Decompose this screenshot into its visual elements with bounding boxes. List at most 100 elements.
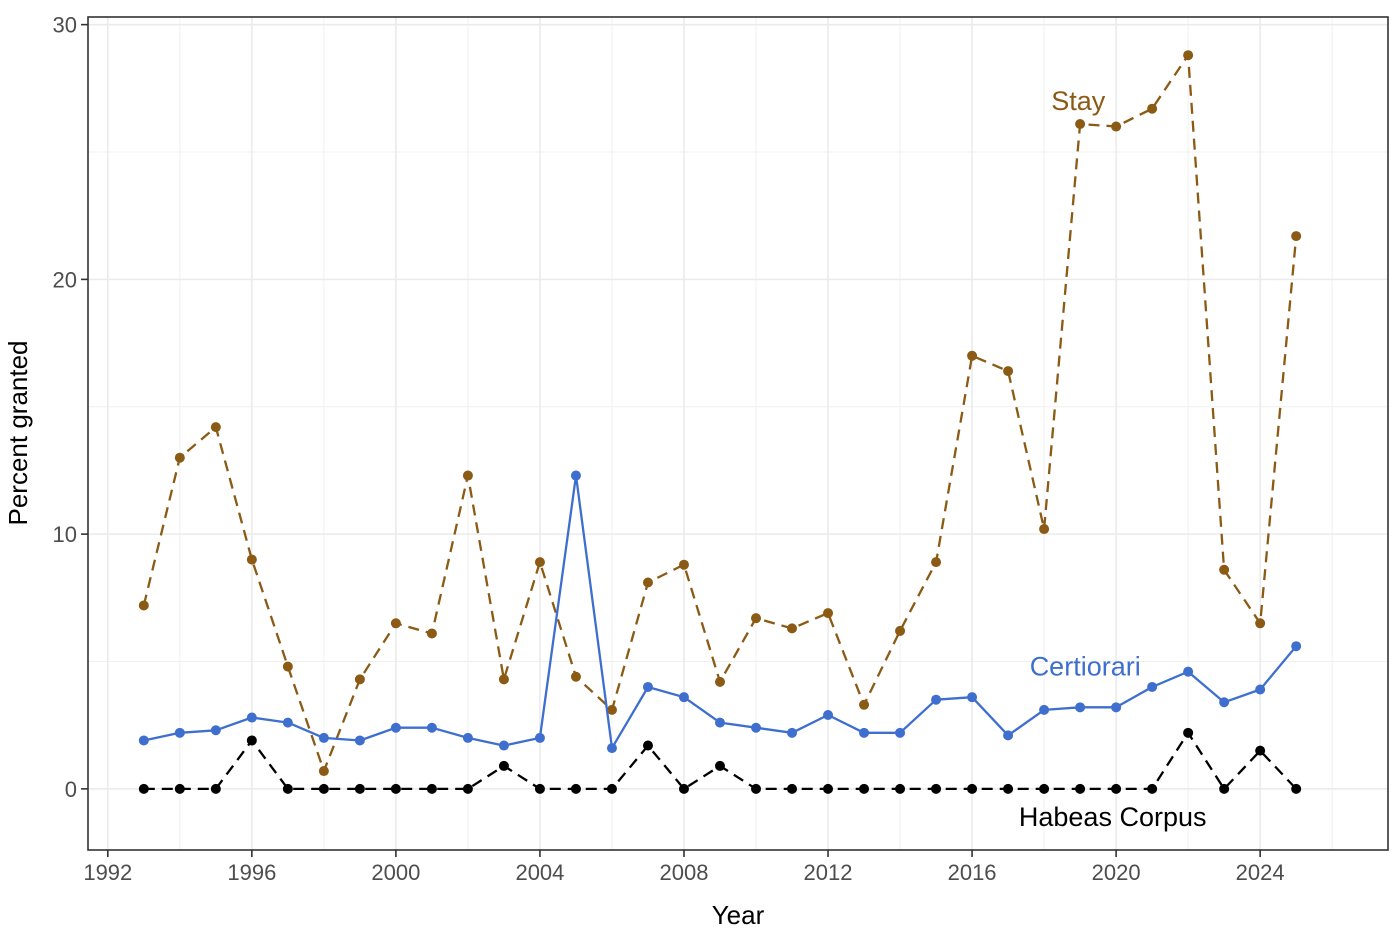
data-point-habeas-corpus	[462, 783, 473, 794]
data-point-habeas-corpus	[318, 783, 329, 794]
data-point-certiorari	[1111, 702, 1122, 713]
series-stay	[138, 50, 1302, 777]
data-point-habeas-corpus	[1075, 783, 1086, 794]
data-point-habeas-corpus	[210, 783, 221, 794]
data-point-stay	[642, 577, 653, 588]
grid-lines	[88, 17, 1388, 850]
data-point-habeas-corpus	[606, 783, 617, 794]
data-point-certiorari	[570, 470, 581, 481]
x-tick-label: 2000	[371, 860, 420, 885]
data-point-certiorari	[138, 735, 149, 746]
series-label-stay: Stay	[1051, 86, 1106, 116]
data-point-habeas-corpus	[1003, 783, 1014, 794]
x-tick-label: 1992	[83, 860, 132, 885]
y-tick-label: 0	[65, 777, 77, 802]
data-point-stay	[354, 674, 365, 685]
data-point-habeas-corpus	[1039, 783, 1050, 794]
data-point-habeas-corpus	[282, 783, 293, 794]
data-point-habeas-corpus	[823, 783, 834, 794]
data-point-stay	[895, 625, 906, 636]
data-point-habeas-corpus	[534, 783, 545, 794]
data-point-stay	[1219, 564, 1230, 575]
data-point-habeas-corpus	[174, 783, 185, 794]
data-point-certiorari	[1147, 681, 1158, 692]
x-tick-label: 2008	[660, 860, 709, 885]
y-tick-label: 30	[53, 13, 77, 38]
data-point-certiorari	[282, 717, 293, 728]
data-point-stay	[534, 557, 545, 568]
data-point-stay	[1183, 50, 1194, 61]
data-point-certiorari	[354, 735, 365, 746]
data-point-certiorari	[246, 712, 257, 723]
data-point-stay	[318, 766, 329, 777]
data-point-stay	[246, 554, 257, 565]
data-point-certiorari	[1003, 730, 1014, 741]
data-point-stay	[823, 608, 834, 619]
data-point-stay	[570, 671, 581, 682]
x-tick-label: 1996	[227, 860, 276, 885]
data-point-habeas-corpus	[678, 783, 689, 794]
data-point-stay	[174, 452, 185, 463]
series-label-certiorari: Certiorari	[1030, 652, 1141, 682]
x-tick-label: 2020	[1092, 860, 1141, 885]
data-point-certiorari	[210, 725, 221, 736]
data-point-certiorari	[1075, 702, 1086, 713]
data-point-certiorari	[895, 727, 906, 738]
data-point-habeas-corpus	[498, 760, 509, 771]
data-point-stay	[714, 676, 725, 687]
axes: 1992 1996 2000 2004 2008 2012 2016 2020 2024 0 10 2…	[53, 13, 1285, 885]
data-point-habeas-corpus	[1219, 783, 1230, 794]
data-point-stay	[210, 422, 221, 433]
data-point-stay	[390, 618, 401, 629]
x-tick-label: 2016	[948, 860, 997, 885]
data-point-stay	[967, 350, 978, 361]
data-point-certiorari	[390, 722, 401, 733]
series-layer	[138, 50, 1302, 794]
series-habeas-corpus	[138, 727, 1302, 794]
data-point-stay	[787, 623, 798, 634]
data-point-certiorari	[787, 727, 798, 738]
data-point-stay	[859, 699, 870, 710]
data-point-habeas-corpus	[859, 783, 870, 794]
data-point-habeas-corpus	[714, 760, 725, 771]
y-tick-label: 10	[53, 522, 77, 547]
series-label-habeas-corpus: Habeas Corpus	[1019, 802, 1207, 832]
data-point-habeas-corpus	[570, 783, 581, 794]
data-point-stay	[678, 559, 689, 570]
data-point-certiorari	[1039, 704, 1050, 715]
data-point-habeas-corpus	[787, 783, 798, 794]
data-point-stay	[462, 470, 473, 481]
data-point-stay	[931, 557, 942, 568]
data-point-habeas-corpus	[390, 783, 401, 794]
data-point-stay	[1111, 121, 1122, 132]
data-point-stay	[606, 704, 617, 715]
x-axis-title: Year	[712, 900, 765, 930]
y-tick-label: 20	[53, 267, 77, 292]
data-point-certiorari	[678, 692, 689, 703]
data-point-certiorari	[859, 727, 870, 738]
data-point-stay	[1075, 118, 1086, 129]
data-point-habeas-corpus	[1183, 727, 1194, 738]
data-point-stay	[282, 661, 293, 672]
x-tick-label: 2012	[804, 860, 853, 885]
data-point-certiorari	[174, 727, 185, 738]
data-point-habeas-corpus	[967, 783, 978, 794]
data-point-stay	[1291, 231, 1302, 242]
data-point-certiorari	[462, 732, 473, 743]
x-tick-label: 2024	[1236, 860, 1285, 885]
data-point-certiorari	[534, 732, 545, 743]
data-point-stay	[751, 613, 762, 624]
data-point-habeas-corpus	[354, 783, 365, 794]
series-certiorari	[138, 470, 1302, 754]
data-point-habeas-corpus	[1147, 783, 1158, 794]
plot-border	[87, 16, 1389, 851]
data-point-habeas-corpus	[642, 740, 653, 751]
data-point-certiorari	[498, 740, 509, 751]
data-point-certiorari	[1255, 684, 1266, 695]
data-point-habeas-corpus	[1111, 783, 1122, 794]
data-point-certiorari	[426, 722, 437, 733]
data-point-certiorari	[318, 732, 329, 743]
data-point-habeas-corpus	[1255, 745, 1266, 756]
data-point-certiorari	[642, 681, 653, 692]
